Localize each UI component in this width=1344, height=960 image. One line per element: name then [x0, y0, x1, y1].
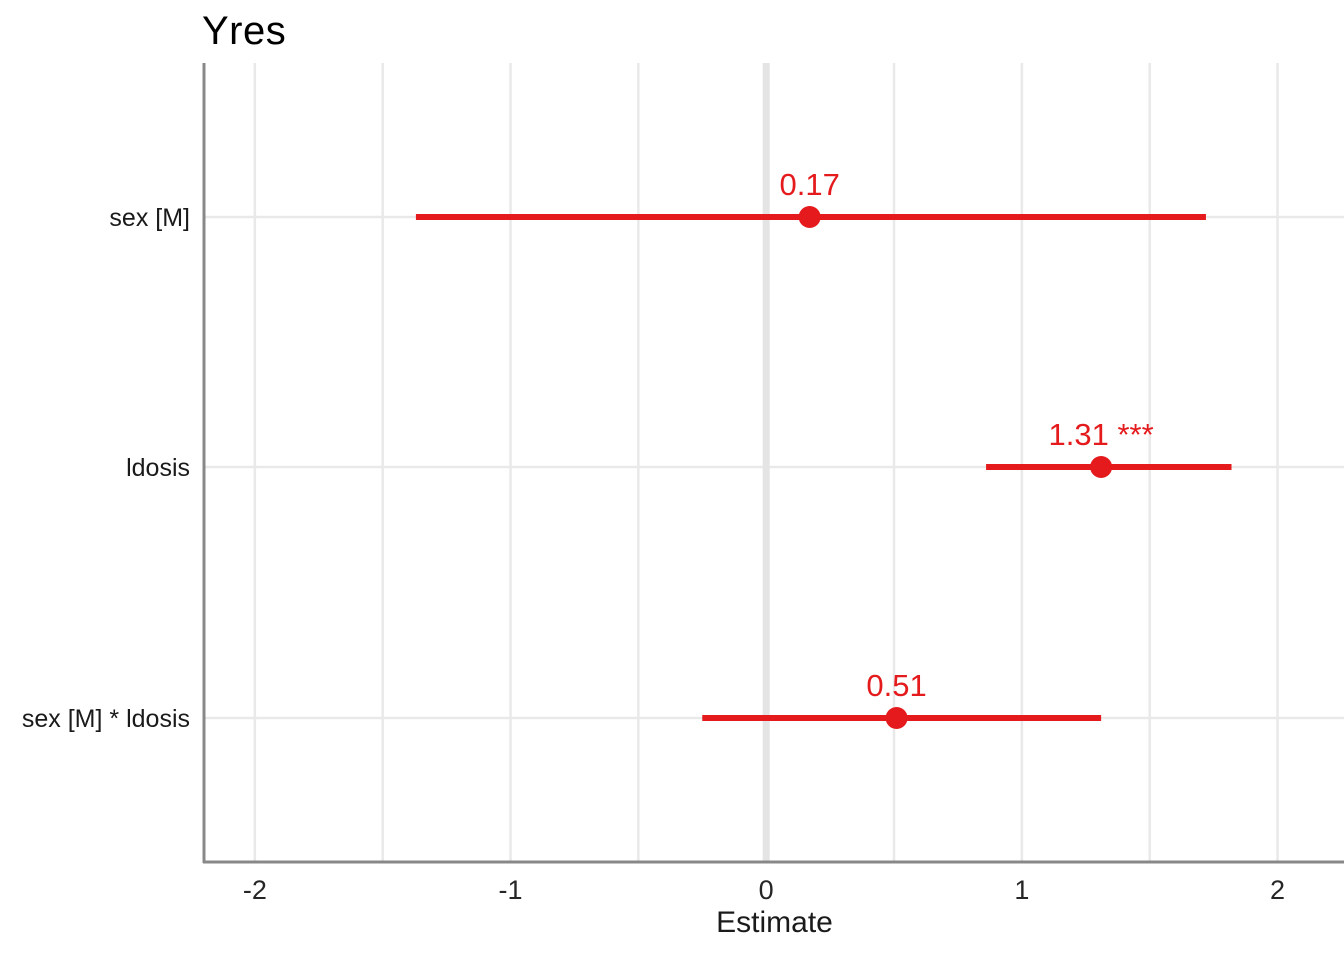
chart-title: Yres	[202, 9, 287, 53]
x-tick-label: 0	[759, 875, 774, 905]
x-tick-label: -1	[499, 875, 523, 905]
y-category-label: sex [M] * ldosis	[22, 705, 190, 733]
x-axis-title: Estimate	[716, 906, 833, 939]
x-tick-label: 2	[1270, 875, 1285, 905]
y-category-label: ldosis	[126, 454, 190, 482]
y-category-label: sex [M]	[109, 204, 190, 232]
estimate-value-label: 0.17	[779, 167, 839, 202]
estimate-point	[1090, 456, 1113, 478]
estimate-value-label: 1.31 ***	[1049, 417, 1154, 452]
estimate-point	[885, 707, 908, 729]
x-tick-label: -2	[243, 875, 267, 905]
x-tick-label: 1	[1014, 875, 1029, 905]
estimate-value-label: 0.51	[866, 668, 926, 703]
estimate-point	[798, 206, 821, 228]
